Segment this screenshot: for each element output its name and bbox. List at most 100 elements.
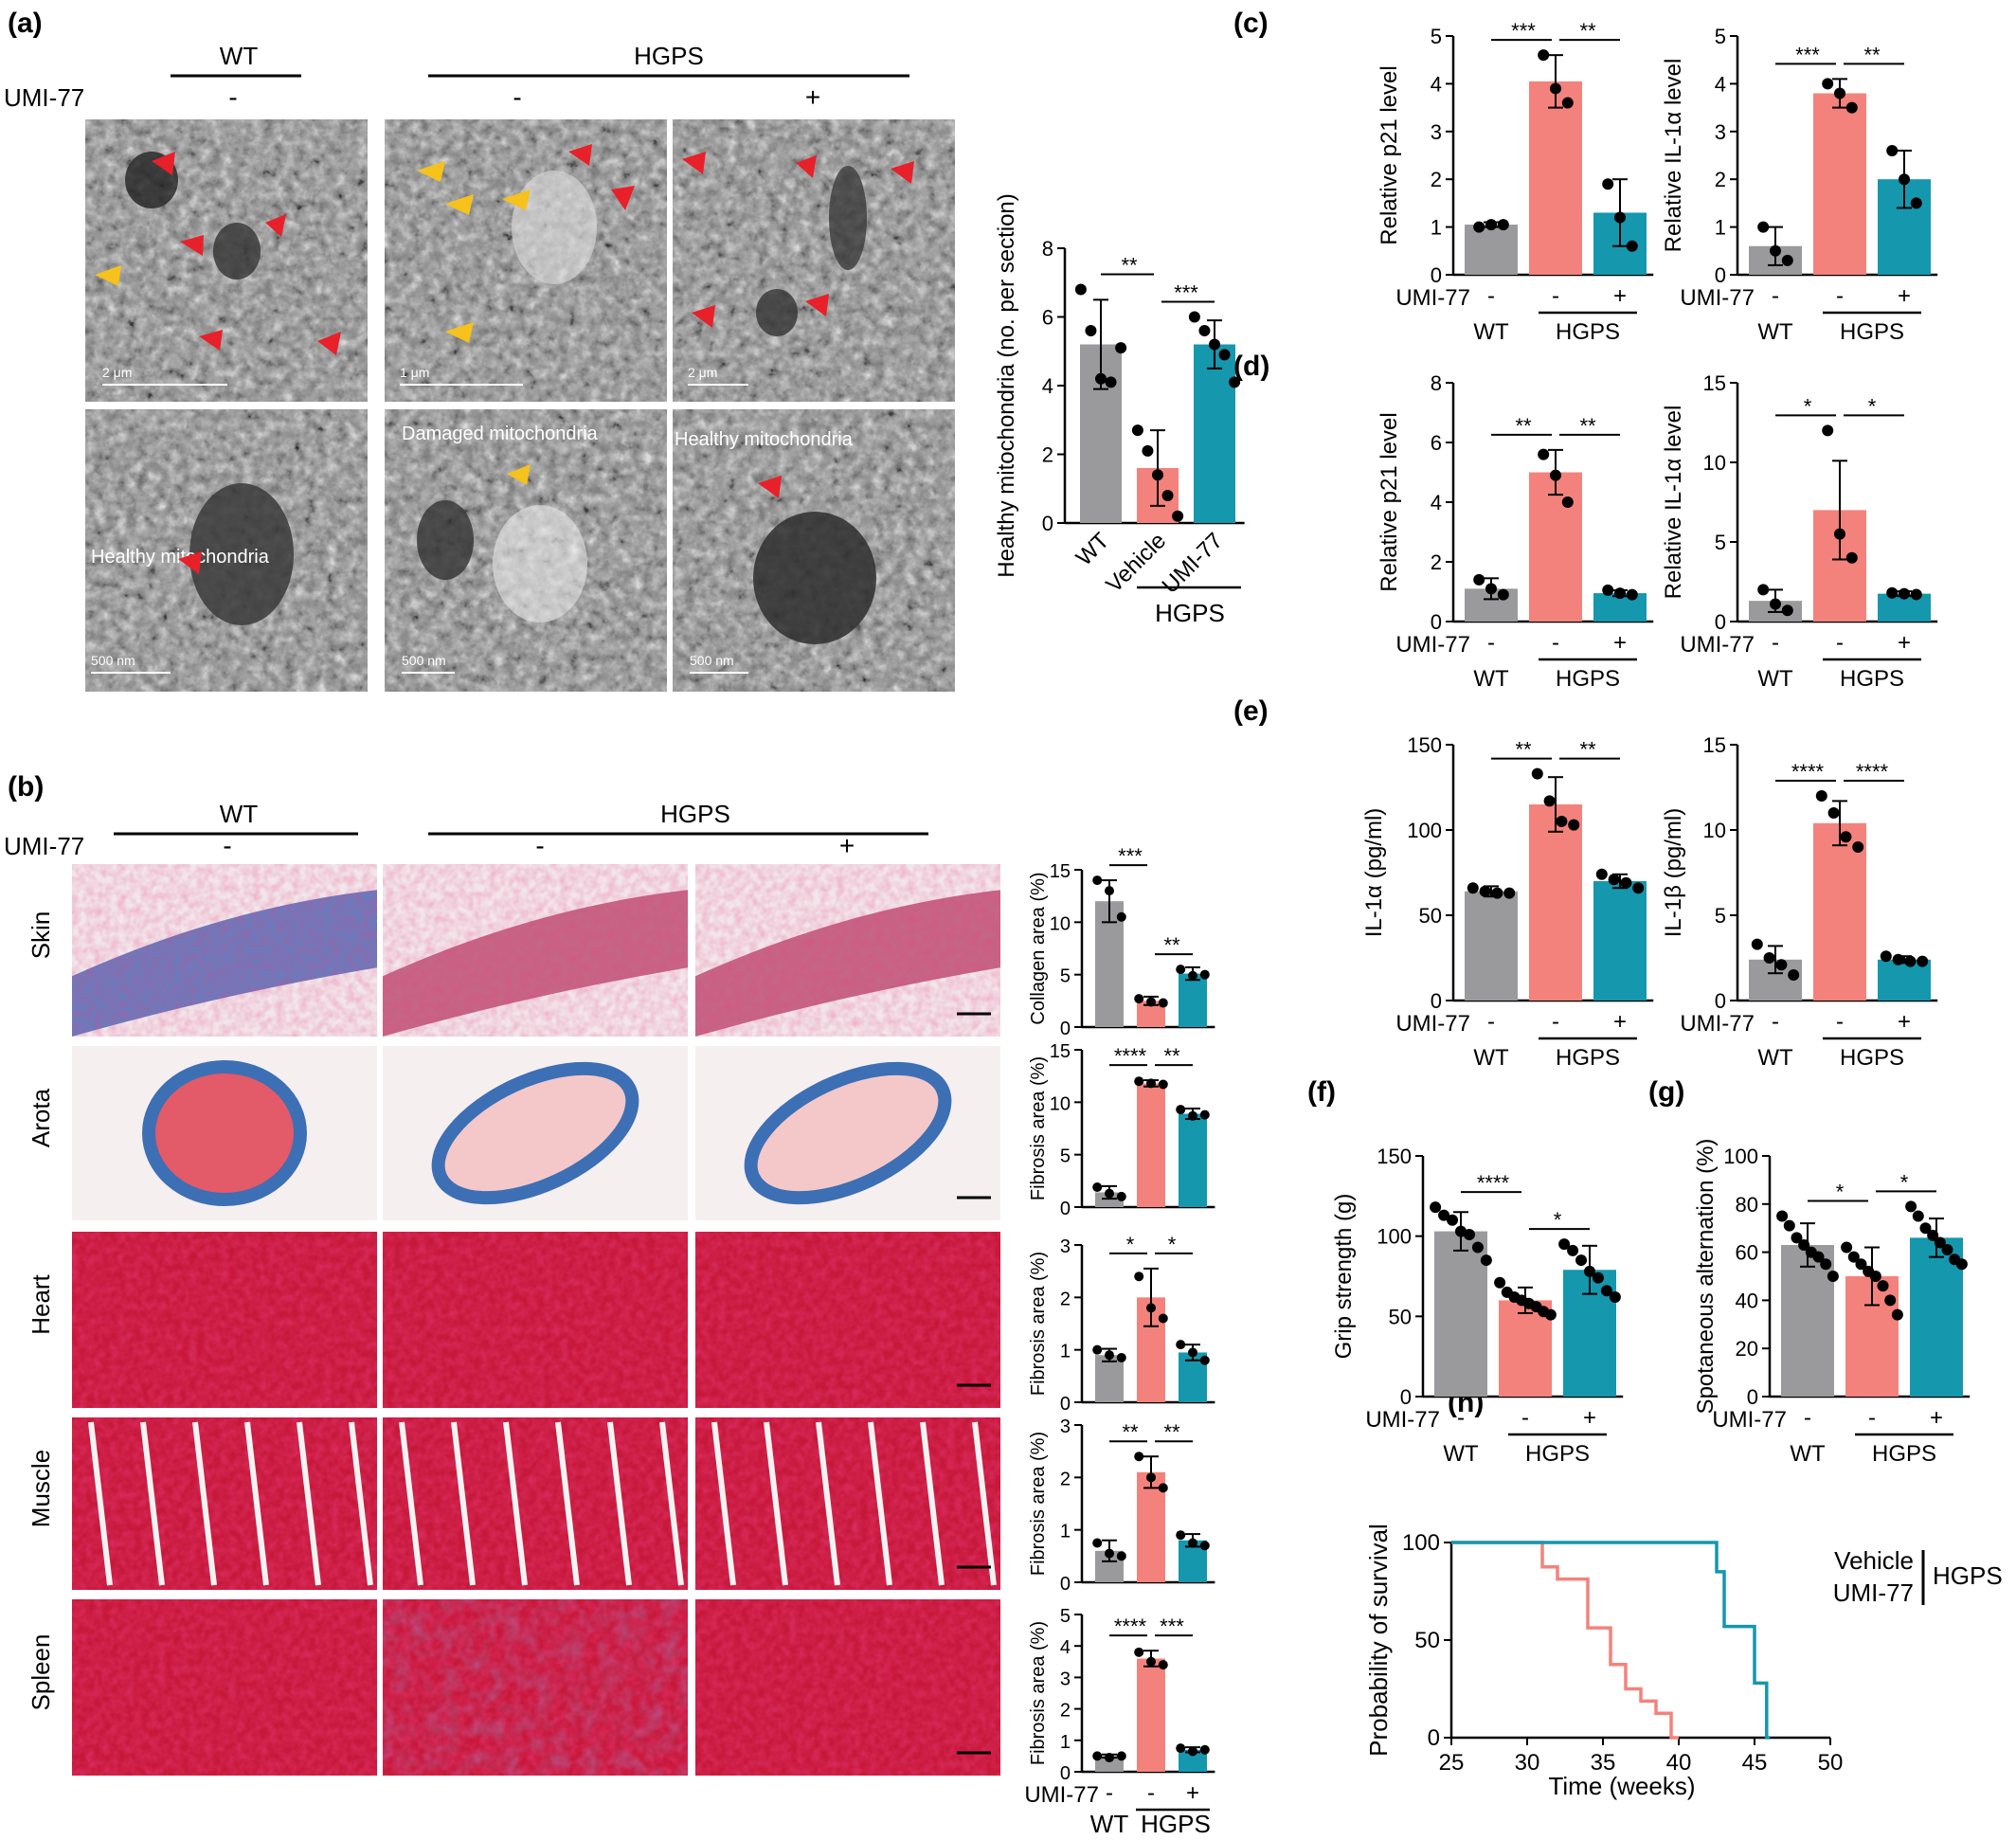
umi-sign: + [1613,630,1627,656]
data-point [1919,1222,1932,1235]
y-tick-label: 0 [1431,989,1442,1013]
umi-label: UMI-77 [1395,285,1470,311]
y-tick-label: 100 [1723,1145,1758,1168]
significance-label: * [1900,1170,1909,1194]
y-tick-label: 3 [1060,1416,1071,1437]
y-tick-label: 1 [1060,1342,1071,1362]
muscle-gap [399,1421,423,1586]
y-tick-label: 2 [1060,1289,1071,1309]
x-label-wt: WT [1443,1441,1479,1467]
data-point [1910,588,1922,601]
x-label-hgps: HGPS [1525,1441,1590,1467]
data-point [1841,1241,1853,1254]
panel-label-b: (b) [8,771,44,803]
x-axis-label: Time (weeks) [1548,1772,1695,1800]
row-label: Skin [27,911,55,960]
data-point [1834,87,1845,99]
umi-sign: - [1836,630,1844,656]
data-point [1770,598,1781,610]
data-point [1892,953,1904,965]
data-point [1912,1210,1924,1222]
y-tick-label: 150 [1407,733,1442,757]
x-label-hgps: HGPS [1155,599,1225,627]
data-point [1199,1744,1210,1755]
data-point [1188,311,1200,323]
data-point [1503,887,1516,899]
bar [1179,973,1207,1027]
bar [1095,1756,1124,1772]
data-point [1558,1238,1571,1251]
data-point [1218,349,1231,361]
umi-wt-sign: - [228,82,237,112]
data-point [1176,1743,1186,1754]
data-point [1927,1229,1939,1241]
y-tick-label: 0 [1060,1019,1071,1039]
y-tick-label: 20 [1736,1337,1758,1361]
x-label-wt: WT [1790,1441,1826,1467]
bar [1529,472,1582,622]
data-point [1827,807,1840,819]
histology-texture [383,1417,688,1590]
umi-sign: - [1836,283,1844,309]
data-point [1781,604,1793,617]
data-point [1158,998,1168,1008]
x-label-hgps: HGPS [1556,666,1620,692]
data-point [1567,1244,1579,1256]
x-label-hgps: HGPS [1556,319,1620,345]
data-point [1473,221,1485,233]
bar [1095,1355,1124,1402]
histology-texture [72,1232,377,1408]
umi-sign: - [1487,283,1495,309]
significance-label: **** [1477,1171,1510,1195]
survival-curve [1451,1541,1770,1740]
data-point [1614,211,1626,224]
data-point [1142,444,1154,457]
x-tick-label: 45 [1742,1750,1768,1776]
umi-sign: - [1836,1009,1844,1035]
x-tick-label: 25 [1439,1750,1465,1776]
y-tick-label: 5 [1715,25,1726,48]
data-point [1092,1344,1103,1355]
data-point [1763,952,1775,964]
umi-sign: - [1804,1405,1811,1431]
muscle-gap [816,1421,840,1586]
y-axis-label: Relative IL-1α level [1661,59,1686,253]
significance-label: **** [1791,760,1825,784]
y-tick-label: 15 [1050,1041,1071,1062]
y-tick-label: 1 [1060,1732,1071,1753]
significance-label: ** [1163,933,1180,957]
data-point [1497,588,1509,601]
y-tick-label: 3 [1060,1669,1071,1689]
data-point [1788,969,1800,981]
data-point [1085,325,1097,336]
data-point [1620,876,1632,889]
x-tick-label: 50 [1818,1750,1844,1776]
umi-label: UMI-77 [1395,1011,1470,1037]
data-point [1092,1751,1103,1761]
y-tick-label: 100 [1377,1225,1412,1249]
data-point [1561,97,1574,109]
significance-label: *** [1511,19,1536,43]
y-tick-label: 80 [1736,1193,1758,1217]
umi-sign: + [1898,630,1911,656]
umi-sign: - [1772,1009,1779,1035]
x-label-hgps: HGPS [1556,1045,1620,1071]
x-label-wt: WT [1090,1810,1129,1838]
data-point [1855,1258,1867,1271]
umi-sign: - [1772,283,1779,309]
x-tick-label: 30 [1515,1750,1540,1776]
data-point [1105,1753,1114,1763]
y-axis-label: IL-1α (pg/ml) [1361,808,1387,938]
histology-texture [695,1599,1000,1776]
y-tick-label: 2 [1431,550,1442,574]
y-tick-label: 50 [1419,904,1442,928]
x-label-wt: WT [1473,319,1509,345]
header-wt: WT [220,800,259,828]
data-point [1905,1200,1917,1213]
data-point [1584,1265,1595,1277]
